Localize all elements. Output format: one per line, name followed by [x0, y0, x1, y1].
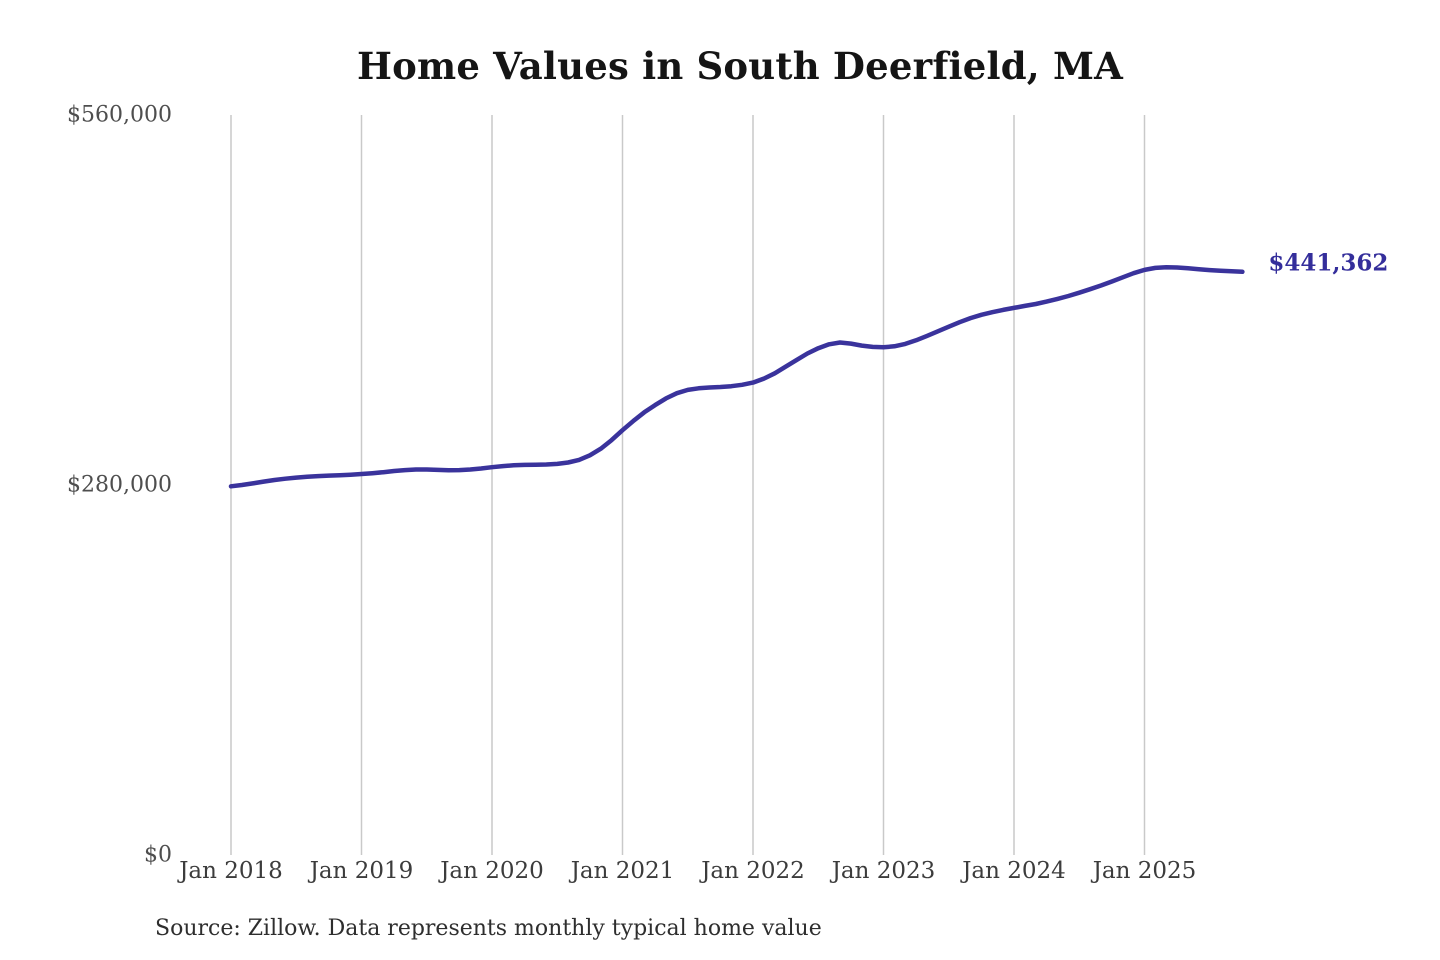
y-axis-label: $0: [144, 842, 172, 868]
latest-value-label: $441,362: [1268, 249, 1389, 277]
chart-title: Home Values in South Deerfield, MA: [356, 44, 1124, 88]
y-axis-label: $280,000: [67, 472, 172, 498]
x-axis-label: Jan 2023: [831, 858, 936, 884]
source-note: Source: Zillow. Data represents monthly …: [155, 916, 822, 941]
home-value-line: [228, 264, 1245, 489]
x-axis-label: Jan 2024: [962, 858, 1066, 884]
x-axis-label: Jan 2020: [440, 858, 544, 884]
x-axis-label: Jan 2018: [179, 858, 283, 884]
x-axis-label: Jan 2025: [1092, 858, 1197, 884]
y-axis-label: $560,000: [67, 102, 172, 128]
x-axis-label: Jan 2021: [570, 858, 675, 884]
x-axis-label: Jan 2019: [309, 858, 414, 884]
x-axis-label: Jan 2022: [701, 858, 805, 884]
